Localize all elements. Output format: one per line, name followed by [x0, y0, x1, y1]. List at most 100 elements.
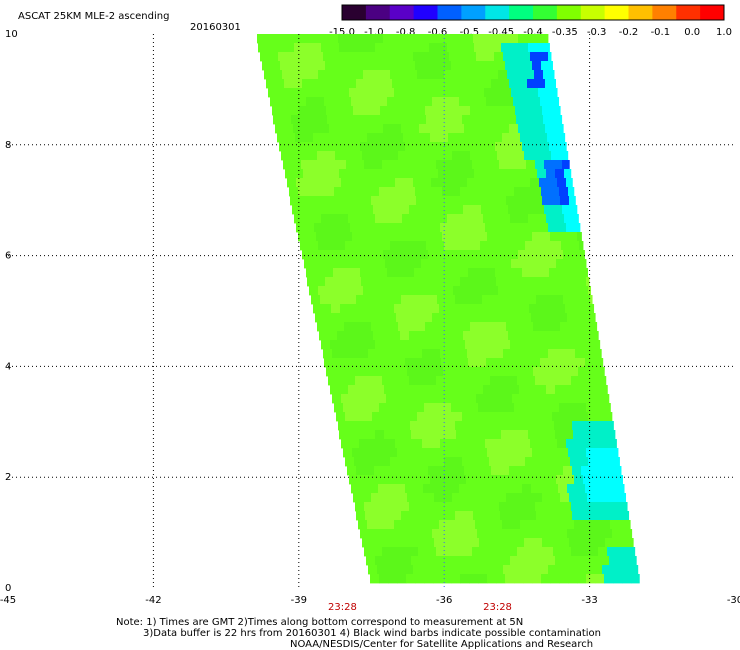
swath-cell [420, 43, 430, 53]
swath-cell [465, 340, 475, 350]
swath-cell [386, 52, 396, 62]
swath-cell [511, 88, 521, 98]
swath-cell [418, 376, 428, 386]
swath-cell [468, 484, 478, 494]
swath-cell [327, 241, 337, 251]
swath-cell [299, 151, 309, 161]
swath-cell [422, 178, 432, 188]
swath-cell [527, 421, 537, 431]
swath-cell [569, 322, 579, 332]
swath-cell [515, 367, 525, 377]
swath-cell [439, 88, 449, 98]
swath-cell [540, 529, 550, 539]
swath-cell [439, 259, 449, 269]
swath-cell [521, 565, 531, 575]
swath-cell [499, 376, 509, 386]
swath-cell [425, 367, 435, 377]
swath-data [257, 34, 640, 584]
swath-cell [500, 124, 510, 134]
swath-cell [314, 52, 324, 62]
swath-cell [378, 268, 388, 278]
swath-cell [347, 295, 357, 305]
swath-cell [552, 457, 562, 467]
swath-cell [613, 574, 623, 584]
swath-cell [436, 502, 446, 512]
swath-cell [512, 439, 522, 449]
swath-cell [399, 286, 409, 296]
swath-cell [474, 214, 484, 224]
swath-cell [524, 493, 534, 503]
swath-cell [305, 223, 315, 233]
swath-cell [431, 349, 441, 359]
swath-cell [338, 34, 348, 44]
swath-cell [324, 142, 334, 152]
swath-cell [592, 520, 602, 530]
swath-cell [558, 268, 568, 278]
swath-cell [582, 340, 592, 350]
swath-cell [383, 124, 393, 134]
swath-cell [564, 556, 574, 566]
swath-cell [549, 268, 559, 278]
swath-cell [311, 250, 321, 260]
swath-cell [367, 304, 377, 314]
swath-cell [374, 79, 384, 89]
swath-cell [560, 538, 570, 548]
swath-cell [461, 322, 471, 332]
swath-cell [457, 520, 467, 530]
swath-cell [297, 97, 307, 107]
swath-cell [574, 304, 584, 314]
swath-cell [489, 115, 499, 125]
swath-cell [266, 79, 276, 89]
swath-cell [596, 538, 606, 548]
swath-cell [538, 133, 548, 143]
swath-cell [541, 574, 551, 584]
swath-cell [412, 259, 422, 269]
swath-cell [470, 538, 480, 548]
swath-cell [421, 475, 431, 485]
swath-cell [347, 250, 357, 260]
swath-cell [565, 304, 575, 314]
swath-cell [507, 70, 517, 80]
swath-cell [500, 250, 510, 260]
swath-cell [593, 565, 603, 575]
swath-cell [432, 268, 442, 278]
swath-cell [463, 205, 473, 215]
swath-cell [337, 331, 347, 341]
swath-cell [582, 556, 592, 566]
swath-cell [552, 412, 562, 422]
swath-cell [475, 259, 485, 269]
swath-cell [529, 259, 539, 269]
swath-cell [442, 403, 452, 413]
swath-cell [593, 439, 603, 449]
swath-cell [522, 97, 532, 107]
swath-cell [465, 385, 475, 395]
swath-cell [466, 520, 476, 530]
swath-cell [525, 286, 535, 296]
swath-cell [418, 160, 428, 170]
swath-cell [412, 520, 422, 530]
swath-cell [470, 151, 480, 161]
swath-cell [499, 160, 509, 170]
swath-cell [352, 403, 362, 413]
swath-cell [520, 88, 530, 98]
swath-cell [561, 412, 571, 422]
swath-cell [344, 151, 354, 161]
swath-cell [483, 430, 493, 440]
swath-cell [446, 250, 456, 260]
swath-cell [416, 196, 426, 206]
swath-cell [543, 457, 553, 467]
swath-cell [557, 565, 567, 575]
swath-cell [344, 106, 354, 116]
swath-cell [474, 430, 484, 440]
swath-cell [461, 538, 471, 548]
swath-cell [361, 277, 371, 287]
swath-cell [562, 331, 572, 341]
swath-cell [485, 394, 495, 404]
swath-cell [558, 97, 560, 107]
swath-cell [381, 115, 391, 125]
swath-cell [395, 349, 405, 359]
swath-cell [303, 43, 313, 53]
swath-cell [572, 466, 582, 476]
swath-cell [535, 331, 545, 341]
swath-cell [545, 34, 549, 44]
